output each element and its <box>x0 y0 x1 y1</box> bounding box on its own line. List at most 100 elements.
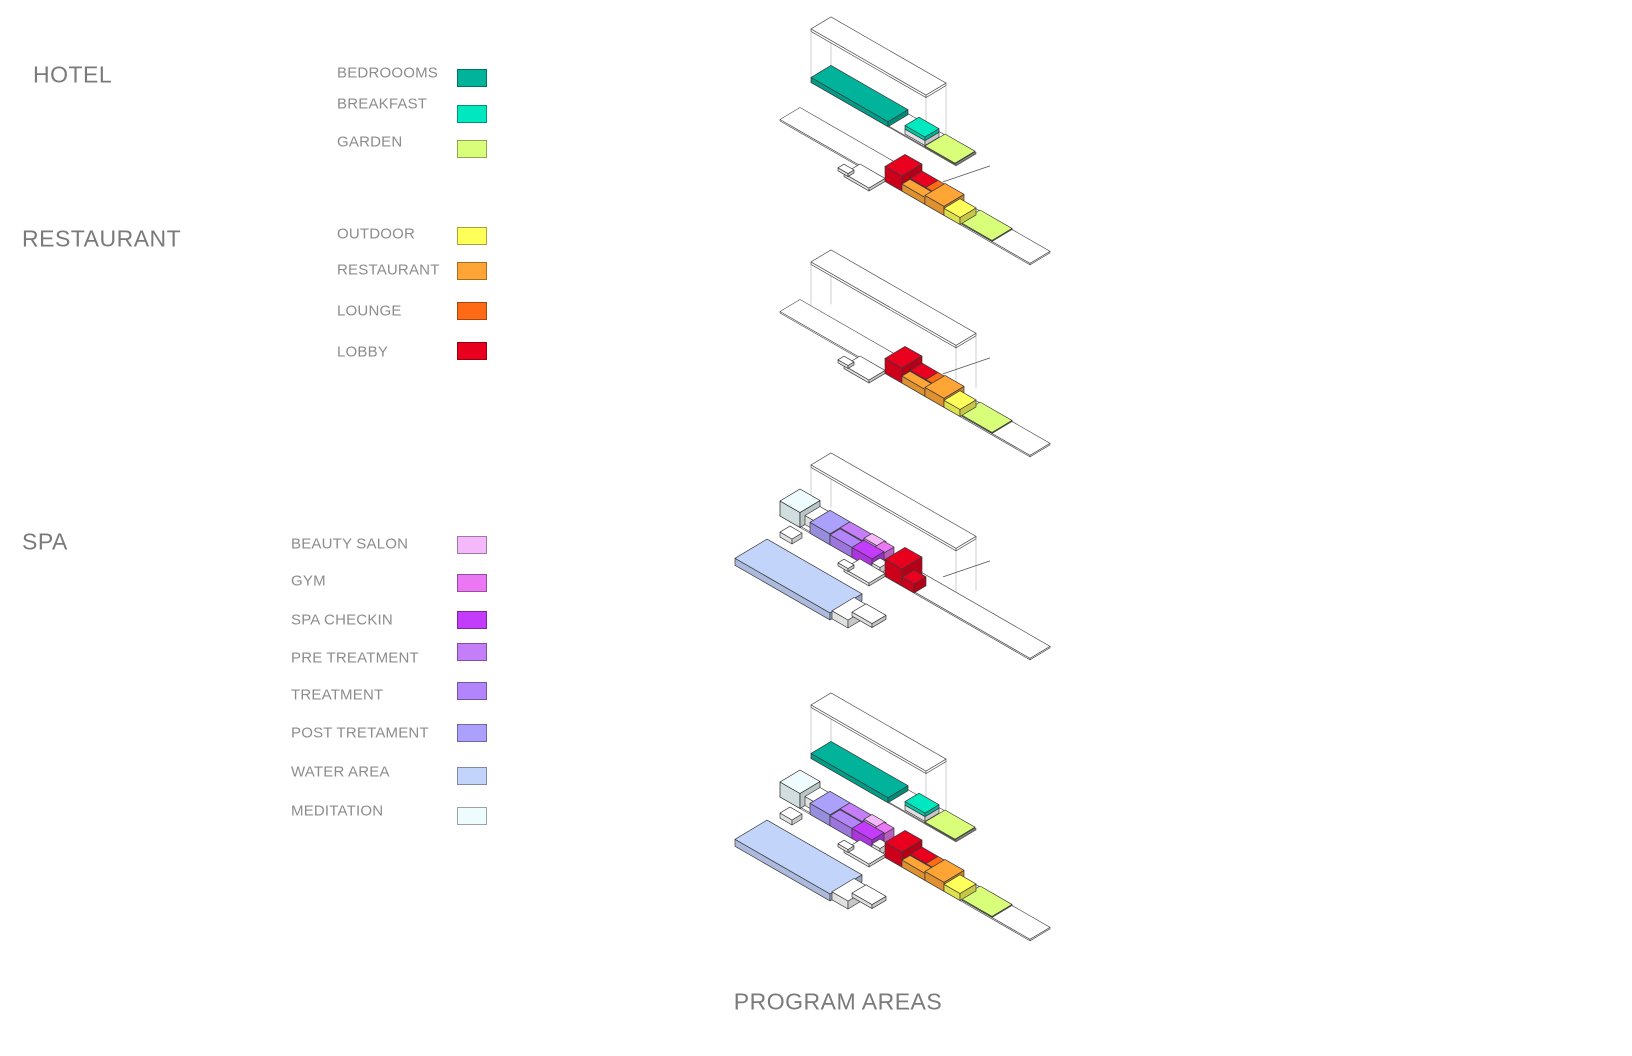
outdoor-block <box>943 390 977 417</box>
legend-label-gym: GYM <box>291 572 326 590</box>
water-steps-low-block <box>851 884 887 909</box>
spa-diagram <box>734 452 1051 661</box>
top-face <box>924 859 965 883</box>
breakfast-block <box>904 792 940 817</box>
top-face <box>779 488 821 513</box>
spa-entry-block-block <box>779 525 803 545</box>
top-face <box>734 819 863 895</box>
top-face <box>810 16 947 96</box>
top-face <box>837 558 855 569</box>
legend-swatch-restaurant <box>457 262 487 280</box>
top-face <box>810 692 947 772</box>
top-face <box>924 183 965 207</box>
top-face <box>779 769 821 794</box>
top-face <box>837 355 855 366</box>
top-face <box>851 884 887 905</box>
legend-swatch-post <box>457 724 487 742</box>
hotel-garden-block <box>924 133 976 165</box>
top-face <box>924 375 965 399</box>
legend-swatch-checkin <box>457 611 487 629</box>
legend-label-lounge: LOUNGE <box>337 302 402 320</box>
legend-swatch-treatment <box>457 682 487 700</box>
restaurant-section-title: RESTAURANT <box>22 225 182 252</box>
restaurant-garden-block <box>959 209 1013 242</box>
top-face <box>943 874 977 894</box>
top-face <box>904 792 940 814</box>
top-face <box>904 116 940 138</box>
legend-label-checkin: SPA CHECKIN <box>291 611 393 629</box>
top-face <box>779 806 803 821</box>
top-face <box>943 390 977 410</box>
legend-swatch-meditation <box>457 807 487 825</box>
legend-swatch-garden <box>457 140 487 158</box>
legend-label-treatment: TREATMENT <box>291 686 384 704</box>
top-face <box>810 741 909 799</box>
bedrooms-block <box>810 741 909 804</box>
legend-swatch-water <box>457 767 487 785</box>
top-face <box>734 538 863 614</box>
spa-entry-block-block <box>779 806 803 826</box>
outdoor-block <box>943 874 977 901</box>
legend-label-restaurant: RESTAURANT <box>337 261 440 279</box>
top-face <box>779 525 803 540</box>
hotel-section-title: HOTEL <box>33 61 113 88</box>
roof-outline-block <box>810 692 947 774</box>
spa-section-title: SPA <box>22 528 68 555</box>
legend-swatch-lobby <box>457 342 487 360</box>
top-face <box>851 603 887 624</box>
legend-label-breakfast: BREAKFAST <box>337 95 428 113</box>
legend-swatch-lounge <box>457 302 487 320</box>
top-face <box>851 539 885 560</box>
hotel-garden-block <box>924 809 976 841</box>
legend-swatch-breakfast <box>457 105 487 123</box>
restaurant-garden-block <box>959 401 1013 434</box>
restaurant-diagram <box>779 249 1051 458</box>
top-face <box>810 249 977 346</box>
legend-label-beauty: BEAUTY SALON <box>291 535 409 553</box>
legend-label-post: POST TRETAMENT <box>291 724 429 742</box>
top-face <box>943 198 977 218</box>
hotel-diagram <box>779 16 1051 266</box>
entrance-step-block <box>837 163 855 177</box>
axis-line <box>942 357 991 375</box>
legend-label-outdoor: OUTDOOR <box>337 225 416 243</box>
top-face <box>810 65 909 123</box>
top-face <box>810 452 977 549</box>
axis-line <box>942 560 991 578</box>
legend-label-meditation: MEDITATION <box>291 802 384 820</box>
roof-outline-block <box>810 16 947 98</box>
legend-swatch-gym <box>457 574 487 592</box>
lobby-annex-block <box>901 569 927 594</box>
legend-label-garden: GARDEN <box>337 133 403 151</box>
legend-label-lobby: LOBBY <box>337 343 389 361</box>
roof-outline-block <box>810 249 977 349</box>
top-face <box>837 163 855 174</box>
entrance-step-block <box>837 355 855 369</box>
legend-swatch-bedrooms <box>457 69 487 87</box>
legend-swatch-pre <box>457 643 487 661</box>
legend-swatch-outdoor <box>457 227 487 245</box>
roof-outline-block <box>810 452 977 552</box>
breakfast-block <box>904 116 940 141</box>
bedrooms-block <box>810 65 909 128</box>
legend-label-water: WATER AREA <box>291 763 390 781</box>
top-face <box>884 154 923 177</box>
top-face <box>851 820 885 841</box>
top-face <box>884 346 923 369</box>
legend-label-pre: PRE TREATMENT <box>291 649 419 667</box>
top-face <box>837 839 855 850</box>
entrance-step-block <box>837 839 855 853</box>
axis-line <box>942 165 991 183</box>
top-face <box>884 830 923 853</box>
top-face <box>924 809 976 840</box>
legend-swatch-beauty <box>457 536 487 554</box>
legend-label-bedrooms: BEDROOOMS <box>337 64 438 82</box>
combined-diagram <box>734 692 1051 942</box>
water-steps-low-block <box>851 603 887 628</box>
entrance-step-block <box>837 558 855 572</box>
outdoor-block <box>943 198 977 225</box>
diagram-caption: PROGRAM AREAS <box>733 988 943 1015</box>
top-face <box>901 569 927 585</box>
top-face <box>924 133 976 164</box>
